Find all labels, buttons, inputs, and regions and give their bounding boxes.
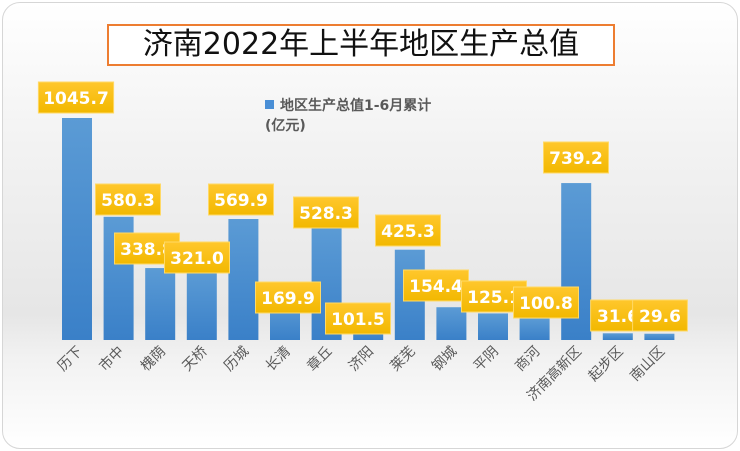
data-label: 580.3 — [95, 183, 161, 216]
bar-天桥 — [186, 271, 217, 340]
category-label: 济阳 — [346, 344, 377, 375]
data-label-text: 569.9 — [214, 191, 268, 211]
bar-起步区 — [602, 333, 633, 340]
data-label-box — [293, 196, 359, 229]
legend: 地区生产总值1-6月累计 (亿元) — [265, 96, 431, 136]
bar-商河 — [519, 318, 550, 340]
legend-swatch — [265, 100, 274, 109]
data-label: 528.3 — [293, 196, 359, 229]
data-label-text: 1045.7 — [43, 89, 109, 109]
data-label-box — [37, 81, 115, 114]
data-label-text: 31.6 — [597, 307, 639, 327]
chart-title: 济南2022年上半年地区生产总值 — [107, 24, 615, 66]
data-label-box — [513, 286, 579, 319]
category-label: 南山区 — [627, 344, 668, 385]
data-label-text: 125.1 — [467, 288, 521, 308]
data-label-text: 338.8 — [120, 240, 174, 260]
data-label: 101.5 — [325, 302, 391, 335]
data-label-text: 100.8 — [519, 294, 573, 314]
category-label: 历下 — [55, 344, 86, 375]
data-label-box — [543, 141, 609, 174]
data-label-box — [208, 183, 274, 216]
bar-历下 — [62, 118, 92, 340]
category-label: 平阴 — [471, 344, 502, 375]
data-label: 169.9 — [255, 281, 321, 314]
legend-label-line1: 地区生产总值1-6月累计 — [280, 98, 432, 114]
data-label: 1045.7 — [37, 81, 115, 114]
data-label-box — [325, 302, 391, 335]
data-label: 425.3 — [375, 214, 441, 247]
bar-钢城 — [436, 307, 467, 340]
data-label-text: 425.3 — [381, 222, 435, 242]
data-label: 739.2 — [543, 141, 609, 174]
category-label: 历城 — [221, 344, 252, 375]
category-label: 钢城 — [429, 344, 460, 375]
data-label-box — [95, 183, 161, 216]
data-label: 321.0 — [164, 241, 230, 274]
data-label: 569.9 — [208, 183, 274, 216]
data-label-text: 528.3 — [299, 204, 353, 224]
data-label-text: 101.5 — [331, 310, 385, 330]
data-label-box — [255, 281, 321, 314]
data-label-text: 739.2 — [549, 149, 603, 169]
data-label-box — [164, 241, 230, 274]
data-label-text: 154.4 — [409, 277, 463, 297]
data-label: 154.4 — [403, 269, 469, 302]
category-label: 槐荫 — [138, 344, 169, 375]
data-label-text: 321.0 — [170, 249, 224, 269]
data-label: 29.6 — [632, 299, 688, 332]
category-label: 起步区 — [586, 344, 627, 385]
bar-槐荫 — [145, 268, 176, 340]
category-label: 市中 — [96, 343, 128, 375]
data-label-box — [375, 214, 441, 247]
category-label: 天桥 — [180, 344, 211, 375]
category-label: 章丘 — [304, 343, 336, 375]
category-label: 商河 — [512, 344, 543, 375]
data-label: 100.8 — [513, 286, 579, 319]
data-label-text: 29.6 — [639, 307, 681, 327]
bar-历城 — [228, 219, 259, 340]
category-label: 长清 — [263, 344, 294, 375]
bar-南山区 — [644, 333, 675, 340]
category-label: 莱芜 — [387, 343, 419, 375]
data-label-text: 169.9 — [261, 289, 315, 309]
bar-平阴 — [478, 313, 508, 340]
data-label-box — [632, 299, 688, 332]
data-label-text: 580.3 — [101, 191, 155, 211]
legend-label-line2: (亿元) — [265, 118, 306, 134]
